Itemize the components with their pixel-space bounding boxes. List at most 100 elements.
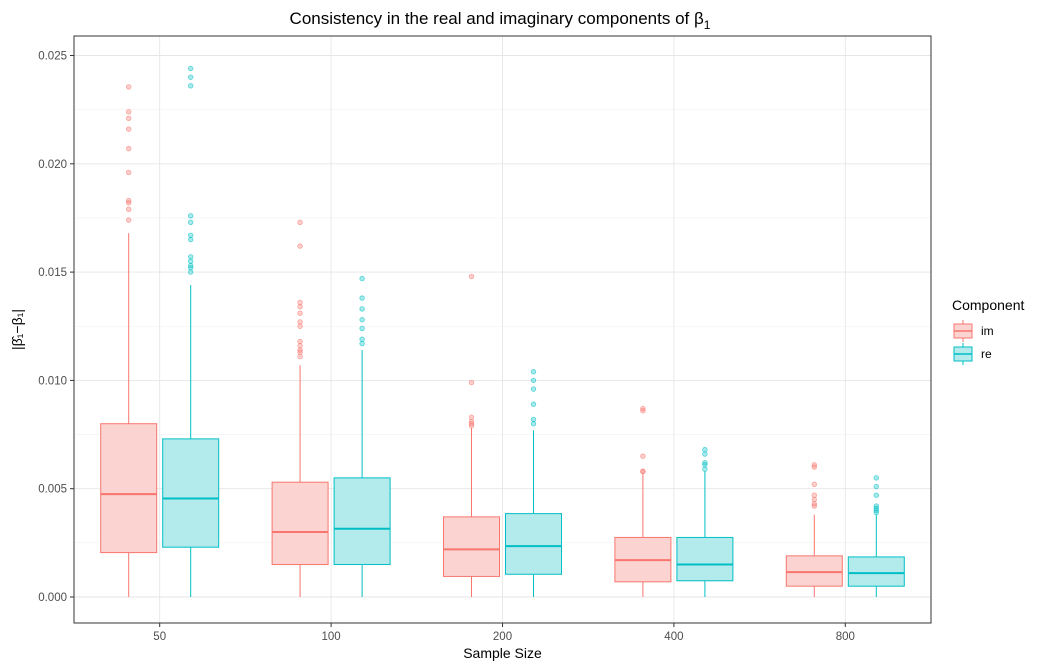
outlier-point	[811, 496, 817, 503]
outlier-point	[297, 304, 303, 310]
x-tick-label: 400	[664, 631, 683, 643]
boxplot-re-400	[676, 447, 734, 598]
outlier-point	[468, 423, 475, 429]
outlier-point	[297, 219, 303, 225]
y-tick-label: 0.005	[38, 484, 67, 496]
outlier-point	[125, 217, 132, 223]
box	[162, 438, 220, 548]
chart-title: Consistency in the real and imaginary co…	[290, 9, 711, 32]
outlier-point	[640, 408, 646, 414]
boxplot-re-200	[505, 369, 562, 598]
outlier-point	[187, 83, 194, 89]
outlier-point	[297, 323, 303, 329]
outlier-point	[530, 421, 537, 427]
outlier-point	[811, 464, 817, 470]
outlier-point	[125, 109, 132, 115]
legend-label-re: re	[981, 347, 992, 361]
outlier-point	[873, 509, 879, 516]
x-tick-label: 800	[836, 631, 855, 643]
y-tick-label: 0.015	[38, 267, 67, 279]
outlier-point	[297, 310, 303, 316]
x-tick-label: 50	[153, 631, 166, 643]
box	[333, 477, 391, 566]
y-tick-label: 0.020	[38, 159, 67, 171]
outlier-point	[125, 115, 132, 122]
outlier-point	[359, 275, 365, 282]
boxplot-im-200	[443, 273, 500, 598]
box	[676, 536, 734, 582]
y-tick-label: 0.010	[38, 375, 67, 387]
box	[785, 555, 843, 587]
legend-key-im	[953, 320, 973, 342]
outlier-point	[187, 258, 194, 264]
boxplot-re-50	[162, 65, 220, 598]
outlier-point	[702, 447, 708, 453]
outlier-point	[530, 377, 537, 384]
outlier-point	[125, 206, 132, 212]
outlier-point	[530, 386, 537, 392]
boxplot-im-400	[614, 405, 672, 598]
outlier-point	[702, 451, 708, 457]
outlier-point	[297, 243, 303, 249]
outlier-point	[811, 481, 817, 488]
outlier-point	[702, 466, 708, 472]
outlier-point	[187, 254, 194, 260]
boxplot-im-800	[785, 462, 843, 598]
outlier-point	[125, 145, 132, 152]
outlier-point	[297, 349, 303, 355]
outlier-point	[187, 74, 194, 80]
box	[100, 423, 158, 554]
outlier-point	[359, 295, 365, 301]
legend-label-im: im	[981, 324, 994, 338]
outlier-point	[530, 401, 537, 407]
chart-title-subscript: 1	[704, 18, 711, 32]
outlier-point	[187, 269, 194, 275]
outlier-point	[873, 492, 879, 498]
boxplot-im-50	[100, 84, 158, 598]
outlier-point	[873, 475, 879, 481]
x-axis-title: Sample Size	[463, 645, 542, 661]
y-axis-title: |β̂₁−β₁|	[9, 309, 25, 350]
plot-area: 0.000 0.005 0.010 0.015 0.020 0.025 50 100 200 40…	[38, 35, 932, 643]
outlier-point	[468, 379, 475, 386]
box	[443, 516, 500, 577]
x-tick-label: 100	[322, 631, 341, 643]
legend-title: Component	[952, 297, 1024, 313]
outlier-point	[359, 325, 365, 332]
outlier-point	[468, 414, 475, 420]
box	[847, 556, 905, 587]
outlier-point	[297, 343, 303, 349]
outlier-point	[702, 462, 708, 468]
outlier-point	[530, 369, 537, 375]
outlier-point	[640, 453, 646, 459]
outlier-point	[125, 200, 132, 206]
outlier-point	[187, 232, 194, 238]
outlier-point	[297, 353, 303, 360]
chart-title-text: Consistency in the real and imaginary co…	[290, 9, 704, 28]
legend: Component im re	[952, 297, 1024, 365]
outlier-point	[468, 273, 475, 280]
outlier-point	[187, 219, 194, 225]
outlier-point	[187, 213, 194, 219]
y-tick-label: 0.025	[38, 50, 67, 62]
boxplot-re-100	[333, 275, 391, 598]
outlier-point	[125, 169, 132, 176]
outlier-point	[359, 336, 365, 342]
outlier-point	[297, 299, 303, 306]
outlier-point	[187, 265, 194, 271]
outlier-point	[811, 492, 817, 498]
outlier-point	[359, 340, 365, 347]
x-tick-label: 200	[493, 631, 512, 643]
outlier-point	[187, 65, 194, 72]
box	[505, 513, 562, 575]
outlier-point	[297, 319, 303, 325]
outlier-point	[359, 317, 365, 323]
boxplot-re-800	[847, 475, 905, 598]
boxplot-im-100	[271, 219, 329, 598]
outlier-point	[811, 503, 817, 509]
legend-key-re	[953, 343, 973, 365]
outlier-point	[640, 468, 646, 475]
outlier-point	[125, 126, 132, 132]
outlier-point	[297, 338, 303, 345]
